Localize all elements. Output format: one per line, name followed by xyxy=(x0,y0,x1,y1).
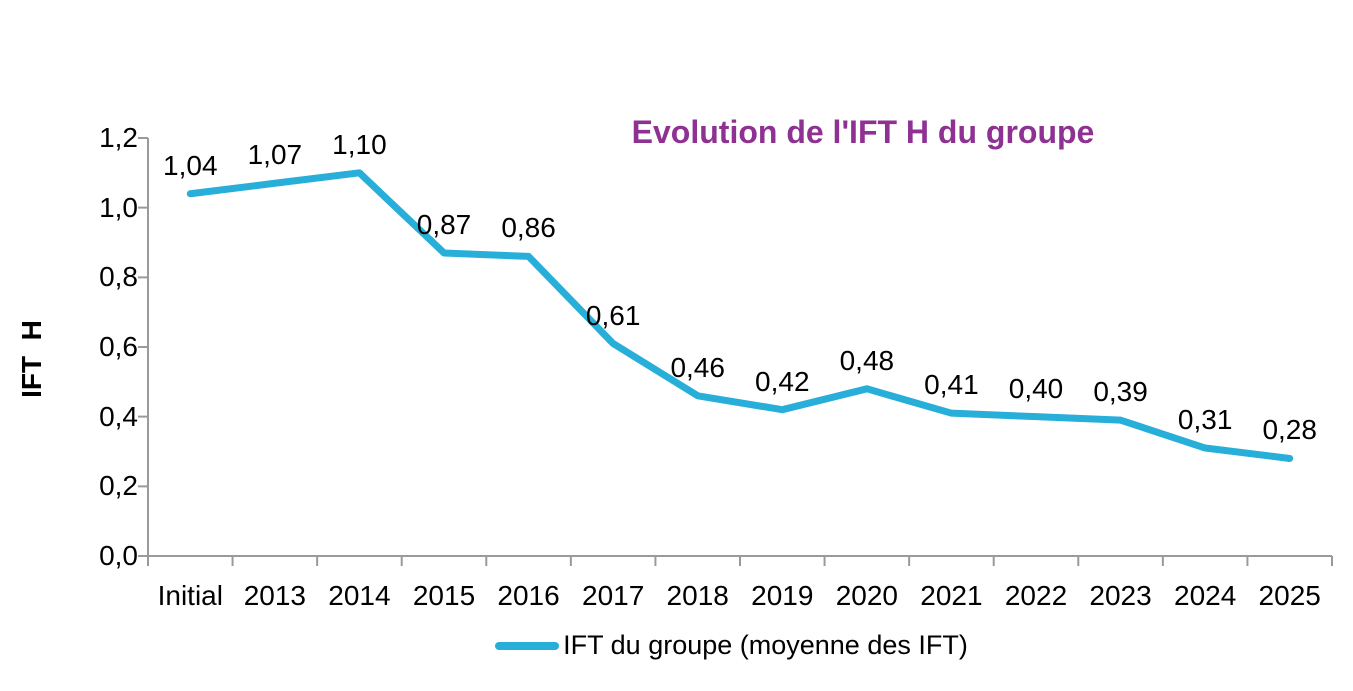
x-tick-label: 2024 xyxy=(1173,580,1237,611)
data-label: 0,86 xyxy=(501,212,556,244)
y-tick-label: 1,2 xyxy=(99,122,138,153)
x-tick-label: 2016 xyxy=(497,580,560,611)
legend-line-swatch xyxy=(495,641,560,650)
data-label: 0,31 xyxy=(1177,404,1233,436)
data-label: 1,07 xyxy=(247,139,303,171)
x-tick-label: Initial xyxy=(157,580,223,611)
y-tick-label: 0,6 xyxy=(99,331,138,362)
x-tick-label: 2025 xyxy=(1258,580,1321,611)
x-tick-label: 2014 xyxy=(328,580,391,611)
axis-lines xyxy=(138,137,1333,566)
chart-title: Evolution de l'IFT H du groupe xyxy=(631,114,1095,150)
legend-label: IFT du groupe (moyenne des IFT) xyxy=(563,630,968,660)
x-tick-label: 2019 xyxy=(751,580,814,611)
x-tick-label: 2018 xyxy=(666,580,729,611)
data-label: 0,42 xyxy=(755,365,810,397)
y-axis-title: IFT H xyxy=(16,320,47,398)
data-label: 0,48 xyxy=(839,344,895,376)
data-label: 1,10 xyxy=(332,128,387,160)
y-tick-label: 0,0 xyxy=(99,540,138,571)
x-tick-label: 2023 xyxy=(1089,580,1152,611)
data-label: 0,46 xyxy=(670,351,725,383)
x-tick-label: 2013 xyxy=(243,580,306,611)
legend: IFT du groupe (moyenne des IFT) xyxy=(55,630,1353,661)
x-tick-label: 2021 xyxy=(920,580,983,611)
data-label: 0,41 xyxy=(924,369,979,401)
data-label: 0,61 xyxy=(585,299,641,331)
data-label: 0,87 xyxy=(416,208,472,240)
x-tick-label: 2017 xyxy=(581,580,645,611)
y-tick-label: 0,2 xyxy=(99,470,138,502)
data-label: 0,39 xyxy=(1093,376,1148,408)
y-tick-label: 0,4 xyxy=(99,400,138,432)
data-label: 0,28 xyxy=(1262,414,1317,446)
series-line xyxy=(186,169,1294,462)
x-tick-label: 2022 xyxy=(1004,580,1068,611)
data-label: 1,04 xyxy=(163,149,218,181)
x-tick-label: 2015 xyxy=(412,580,476,611)
x-tick-label: 2020 xyxy=(835,580,898,611)
y-tick-label: 0,8 xyxy=(99,261,138,293)
data-label: 0,40 xyxy=(1008,372,1064,404)
y-tick-label: 1,0 xyxy=(99,191,138,223)
